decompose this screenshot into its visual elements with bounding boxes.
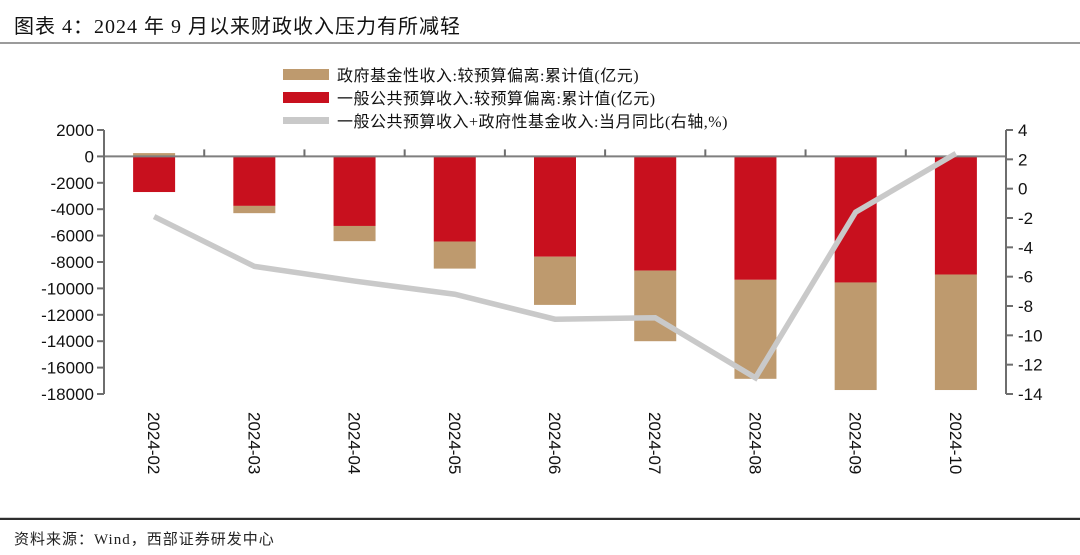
x-axis-label-2024-03: 2024-03: [244, 412, 263, 474]
left-axis-tick-label: -8000: [51, 253, 94, 272]
legend-swatch-government-fund: [283, 68, 329, 80]
bar-government-fund-2024-05: [433, 241, 476, 269]
right-axis-tick-label: 2: [1018, 150, 1027, 169]
legend-item-government-fund-revenue: 政府基金性收入:较预算偏离:累计值(亿元): [283, 64, 728, 85]
left-axis-tick-label: -2000: [51, 174, 94, 193]
x-axis-label-2024-07: 2024-07: [645, 412, 664, 474]
right-axis-tick-label: 4: [1018, 121, 1027, 140]
bar-public-budget-2024-10: [934, 156, 977, 275]
left-axis-tick-label: -18000: [41, 385, 94, 404]
bar-public-budget-2024-04: [333, 156, 376, 226]
bar-government-fund-2024-08: [734, 279, 777, 379]
zero-line: [104, 149, 1006, 158]
x-labels: 2024-02 2024-03 2024-04 2024-05 2024-06 2024-…: [144, 412, 965, 474]
legend-label-yoy-line: 一般公共预算收入+政府性基金收入:当月同比(右轴,%): [337, 114, 728, 131]
legend-label-government-fund: 政府基金性收入:较预算偏离:累计值(亿元): [337, 68, 640, 85]
legend-label-public-budget: 一般公共预算收入:较预算偏离:累计值(亿元): [337, 91, 656, 108]
bar-government-fund-2024-02: [133, 153, 176, 157]
chart-legend: 政府基金性收入:较预算偏离:累计值(亿元) 一般公共预算收入:较预算偏离:累计值…: [283, 64, 728, 131]
right-axis-tick-label: -6: [1018, 268, 1033, 287]
yoy-line-path: [152, 151, 958, 382]
x-axis-label-2024-05: 2024-05: [445, 412, 464, 474]
x-axis-label-2024-08: 2024-08: [745, 412, 764, 474]
right-axis-tick-label: 0: [1018, 180, 1027, 199]
x-axis-label-2024-04: 2024-04: [345, 412, 364, 474]
right-axis-tick-label: -12: [1018, 356, 1043, 375]
x-axis-label-2024-09: 2024-09: [846, 412, 865, 474]
bar-public-budget-2024-09: [834, 156, 877, 283]
left-axis-tick-label: -4000: [51, 200, 94, 219]
bar-government-fund-2024-04: [333, 225, 376, 242]
legend-item-yoy-line: 一般公共预算收入+政府性基金收入:当月同比(右轴,%): [283, 110, 728, 131]
source-note: 资料来源：Wind，西部证券研发中心: [14, 532, 275, 548]
right-axis-tick-label: -8: [1018, 297, 1033, 316]
bar-public-budget-2024-07: [634, 156, 677, 271]
x-axis-label-2024-02: 2024-02: [144, 412, 163, 474]
x-axis-label-2024-06: 2024-06: [545, 412, 564, 474]
series-line: [152, 151, 958, 382]
bar-government-fund-2024-06: [534, 256, 576, 305]
right-axis-tick-label: -14: [1018, 385, 1043, 404]
left-axis-tick-label: -12000: [41, 306, 94, 325]
left-axis: 2000 0 -2000 -4000 -6000 -8000 -10000 -12000 -14…: [41, 121, 105, 404]
bar-government-fund-2024-07: [634, 270, 677, 342]
bar-public-budget-2024-05: [433, 156, 476, 242]
figure-title: 图表 4：2024 年 9 月以来财政收入压力有所减轻: [14, 16, 461, 38]
left-axis-tick-label: 0: [85, 147, 94, 166]
legend-swatch-yoy-line: [283, 116, 329, 124]
right-axis-tick-label: -2: [1018, 209, 1033, 228]
left-axis-tick-label: 2000: [56, 121, 94, 140]
bar-government-fund-2024-10: [934, 274, 977, 391]
legend-item-public-budget-revenue: 一般公共预算收入:较预算偏离:累计值(亿元): [283, 87, 728, 108]
bar-public-budget-2024-06: [534, 156, 576, 257]
right-axis: 4 2 0 -2 -4 -6 -8 -10 -12 -14: [1005, 121, 1043, 404]
left-axis-tick-label: -16000: [41, 359, 94, 378]
bar-public-budget-2024-03: [233, 156, 276, 206]
left-axis-tick-label: -14000: [41, 332, 94, 351]
right-axis-tick-label: -10: [1018, 326, 1043, 345]
legend-swatch-public-budget: [283, 91, 329, 103]
title-divider: [0, 42, 1080, 44]
left-axis-tick-label: -6000: [51, 227, 94, 246]
bar-public-budget-2024-02: [133, 156, 176, 193]
bars-group: [133, 153, 977, 391]
footer-divider: [0, 517, 1080, 520]
bar-government-fund-2024-09: [834, 282, 877, 391]
bar-public-budget-2024-08: [734, 156, 777, 280]
bar-government-fund-2024-03: [233, 205, 276, 214]
right-axis-tick-label: -4: [1018, 238, 1033, 257]
left-axis-tick-label: -10000: [41, 279, 94, 298]
x-axis-label-2024-10: 2024-10: [946, 412, 965, 474]
